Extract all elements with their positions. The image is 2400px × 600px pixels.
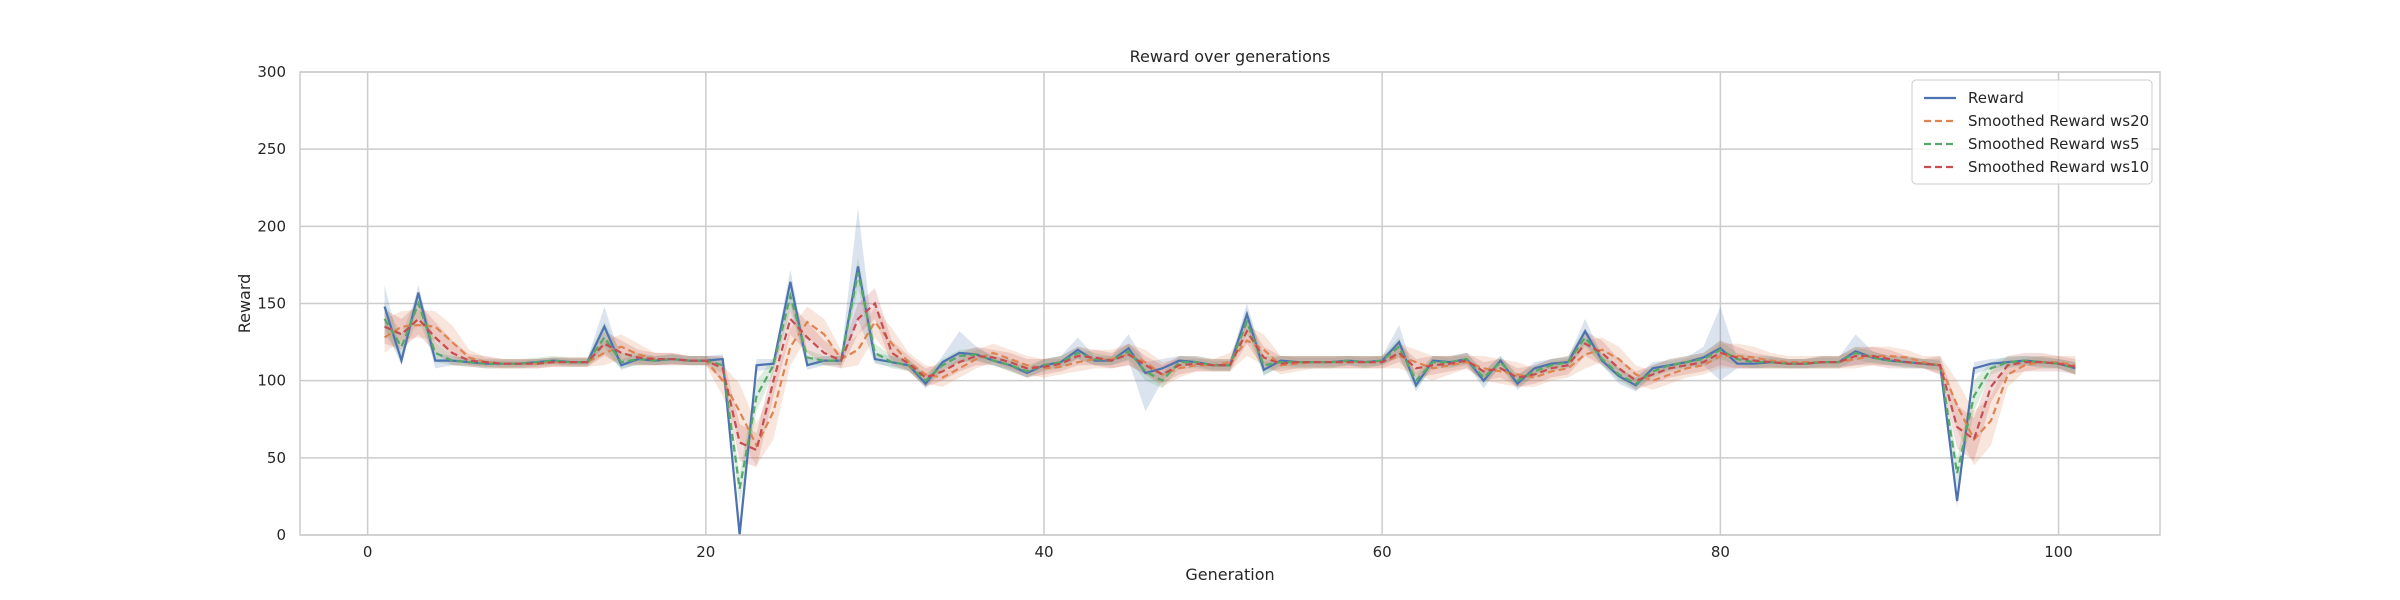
y-tick-label: 250 [257, 140, 286, 158]
y-tick-label: 0 [276, 526, 286, 544]
confidence-bands [384, 207, 2076, 535]
tick-labels: 0 20 40 60 80 100 0 50 100 150 200 250 300 [257, 63, 2073, 561]
legend-label: Smoothed Reward ws5 [1968, 135, 2140, 153]
reward-line [383, 266, 2076, 536]
x-tick-label: 0 [363, 543, 373, 561]
y-axis-label: Reward [235, 274, 254, 334]
x-axis-label: Generation [1185, 565, 1274, 584]
smoothed-reward-ws10-band [384, 288, 2076, 468]
chart-title: Reward over generations [1130, 47, 1331, 66]
legend-label: Reward [1968, 89, 2024, 107]
x-tick-label: 80 [1711, 543, 1730, 561]
smoothed-reward-ws20-line [383, 320, 2076, 448]
legend-label: Smoothed Reward ws20 [1968, 112, 2149, 130]
series-lines [383, 266, 2076, 536]
y-tick-label: 100 [257, 372, 286, 390]
y-tick-label: 200 [257, 217, 286, 235]
y-tick-label: 150 [257, 295, 286, 313]
x-tick-label: 20 [696, 543, 715, 561]
legend-label: Smoothed Reward ws10 [1968, 158, 2149, 176]
x-tick-label: 100 [2044, 543, 2073, 561]
grid [300, 71, 2160, 536]
smoothed-reward-ws10-line [384, 301, 2076, 452]
y-tick-label: 50 [267, 449, 286, 467]
x-tick-label: 60 [1373, 543, 1392, 561]
plot-frame [299, 71, 2161, 536]
smoothed-reward-ws20-band [384, 306, 2076, 466]
x-tick-label: 40 [1034, 543, 1053, 561]
y-tick-label: 300 [257, 63, 286, 81]
legend: Reward Smoothed Reward ws20 Smoothed Rewar… [1911, 79, 2153, 185]
legend-box [1911, 79, 2153, 185]
